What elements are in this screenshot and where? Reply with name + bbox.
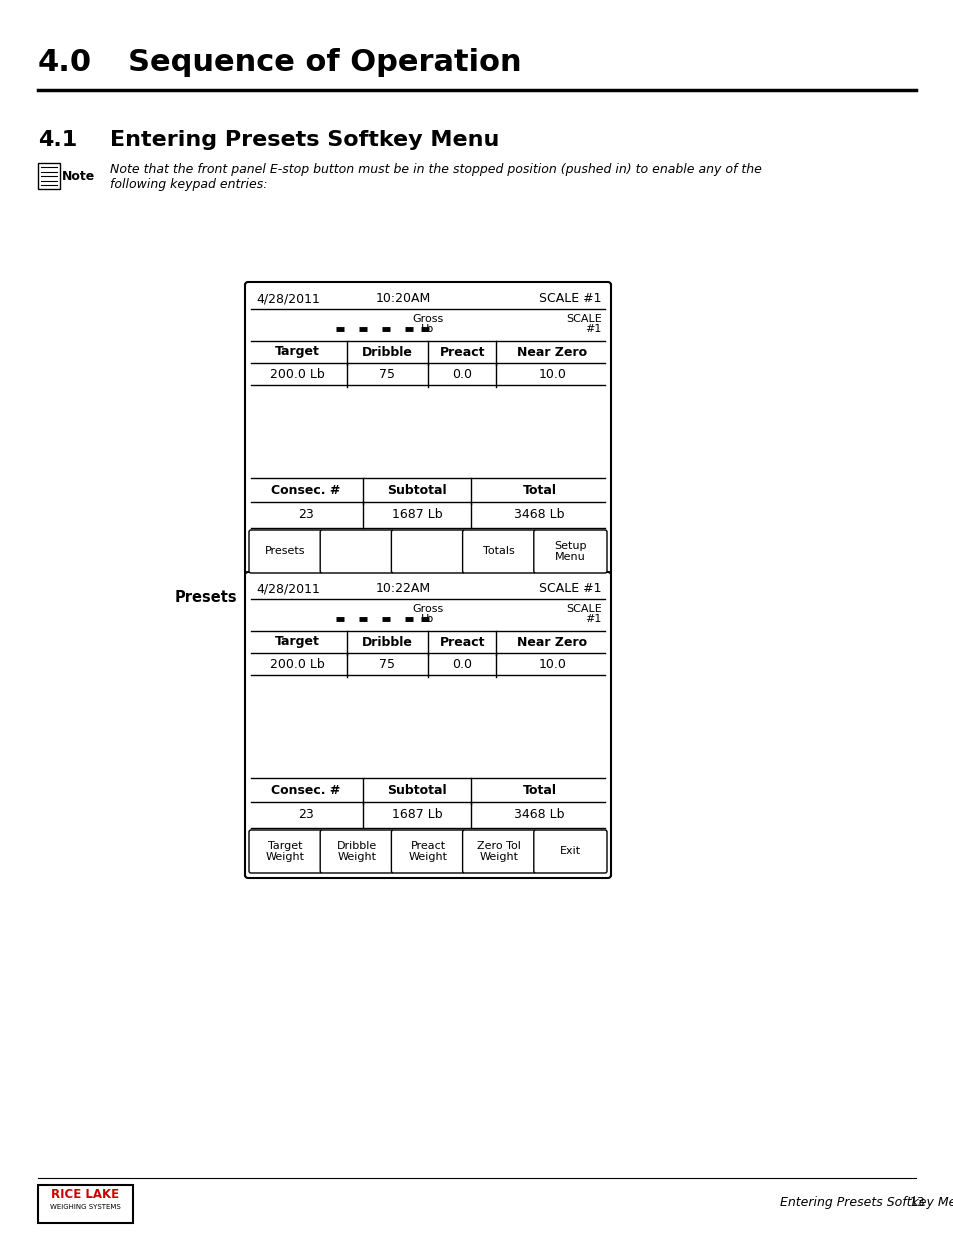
FancyBboxPatch shape — [320, 530, 393, 573]
Text: Target: Target — [274, 346, 319, 358]
Text: Presets: Presets — [265, 547, 306, 557]
Text: 0.0: 0.0 — [452, 658, 472, 672]
FancyBboxPatch shape — [38, 163, 60, 189]
Text: 10:22AM: 10:22AM — [375, 583, 430, 595]
Text: Setup
Menu: Setup Menu — [554, 541, 586, 562]
Text: Dribble: Dribble — [362, 346, 413, 358]
Text: Total: Total — [522, 784, 556, 798]
Text: 4/28/2011: 4/28/2011 — [255, 293, 319, 305]
Text: Near Zero: Near Zero — [517, 636, 587, 648]
Text: 75: 75 — [379, 368, 395, 382]
Text: Target: Target — [274, 636, 319, 648]
Text: SCALE: SCALE — [566, 604, 601, 614]
Text: SCALE #1: SCALE #1 — [539, 293, 601, 305]
FancyBboxPatch shape — [249, 830, 322, 873]
Text: Lb: Lb — [421, 324, 435, 333]
Text: 4.1: 4.1 — [38, 130, 77, 149]
Text: 10.0: 10.0 — [537, 368, 565, 382]
Text: Target
Weight: Target Weight — [266, 841, 305, 862]
Text: 4.0: 4.0 — [38, 48, 92, 77]
Text: Sequence of Operation: Sequence of Operation — [128, 48, 521, 77]
Text: 75: 75 — [379, 658, 395, 672]
Text: 200.0 Lb: 200.0 Lb — [270, 658, 325, 672]
Text: #1: #1 — [585, 324, 601, 333]
Text: Entering Presets Softkey Menu: Entering Presets Softkey Menu — [780, 1195, 953, 1209]
Text: SCALE #1: SCALE #1 — [539, 583, 601, 595]
FancyBboxPatch shape — [462, 830, 536, 873]
Text: Dribble
Weight: Dribble Weight — [336, 841, 376, 862]
Text: 3468 Lb: 3468 Lb — [514, 809, 564, 821]
Text: Consec. #: Consec. # — [271, 784, 340, 798]
Text: 3468 Lb: 3468 Lb — [514, 509, 564, 521]
Text: SCALE: SCALE — [566, 314, 601, 324]
Text: 23: 23 — [297, 809, 314, 821]
FancyBboxPatch shape — [391, 830, 464, 873]
Text: 13: 13 — [909, 1195, 924, 1209]
Text: Note: Note — [62, 169, 95, 183]
Text: Exit: Exit — [559, 846, 580, 857]
Text: Total: Total — [522, 484, 556, 498]
Text: 1687 Lb: 1687 Lb — [392, 809, 442, 821]
FancyBboxPatch shape — [245, 572, 610, 878]
Text: 200.0 Lb: 200.0 Lb — [270, 368, 325, 382]
FancyBboxPatch shape — [391, 530, 464, 573]
Text: #1: #1 — [585, 614, 601, 624]
Text: Preact: Preact — [439, 346, 484, 358]
FancyBboxPatch shape — [320, 830, 393, 873]
Text: 10.0: 10.0 — [537, 658, 565, 672]
Text: 23: 23 — [297, 509, 314, 521]
FancyBboxPatch shape — [534, 530, 606, 573]
Bar — [38, 1186, 132, 1223]
Text: Presets: Presets — [174, 590, 237, 605]
FancyBboxPatch shape — [534, 830, 606, 873]
Text: 0.0: 0.0 — [452, 368, 472, 382]
FancyBboxPatch shape — [462, 530, 536, 573]
Text: Entering Presets Softkey Menu: Entering Presets Softkey Menu — [110, 130, 498, 149]
Text: Zero Tol
Weight: Zero Tol Weight — [476, 841, 520, 862]
Text: Note that the front panel E-stop button must be in the stopped position (pushed : Note that the front panel E-stop button … — [110, 163, 761, 191]
Text: Near Zero: Near Zero — [517, 346, 587, 358]
Text: Subtotal: Subtotal — [387, 484, 447, 498]
FancyBboxPatch shape — [249, 530, 322, 573]
Text: 10:20AM: 10:20AM — [375, 293, 430, 305]
Text: Consec. #: Consec. # — [271, 484, 340, 498]
Text: Totals: Totals — [483, 547, 515, 557]
Text: Gross: Gross — [412, 314, 443, 324]
Text: RICE LAKE: RICE LAKE — [51, 1188, 119, 1202]
Text: 4/28/2011: 4/28/2011 — [255, 583, 319, 595]
Text: Gross: Gross — [412, 604, 443, 614]
Text: Lb: Lb — [421, 614, 435, 624]
Text: Preact: Preact — [439, 636, 484, 648]
Text: 1687 Lb: 1687 Lb — [392, 509, 442, 521]
FancyBboxPatch shape — [245, 282, 610, 578]
Text: WEIGHING SYSTEMS: WEIGHING SYSTEMS — [51, 1204, 121, 1210]
Text: Dribble: Dribble — [362, 636, 413, 648]
Text: Subtotal: Subtotal — [387, 784, 447, 798]
Text: Preact
Weight: Preact Weight — [408, 841, 447, 862]
